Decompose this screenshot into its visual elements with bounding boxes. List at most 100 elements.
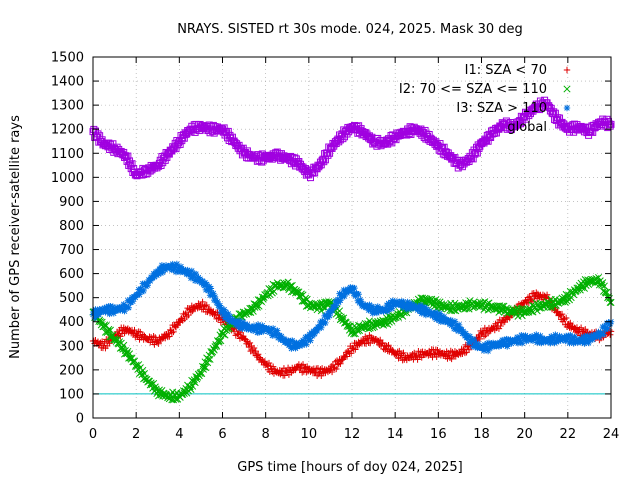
data-point — [440, 143, 448, 151]
x-tick-label: 12 — [344, 427, 361, 442]
data-point — [440, 318, 447, 325]
x-tick-label: 18 — [473, 427, 490, 442]
data-point — [217, 337, 225, 345]
data-point — [198, 370, 206, 378]
data-point — [473, 340, 480, 347]
data-point — [562, 314, 570, 322]
data-point — [535, 335, 542, 342]
data-point — [221, 331, 229, 339]
data-point — [518, 339, 526, 347]
data-point — [215, 315, 222, 322]
legend-marker-1 — [563, 66, 571, 74]
data-point — [233, 140, 241, 148]
data-point — [403, 306, 410, 313]
data-point — [350, 330, 358, 338]
data-point — [132, 294, 139, 301]
y-tick-label: 200 — [59, 363, 84, 378]
data-point — [546, 303, 554, 311]
data-point — [211, 343, 219, 351]
data-point — [462, 330, 469, 337]
data-point — [598, 281, 606, 289]
data-point — [95, 311, 103, 318]
data-point — [94, 130, 102, 138]
data-point — [238, 321, 245, 328]
data-point — [328, 368, 336, 376]
series-4 — [89, 96, 615, 182]
data-point — [236, 324, 244, 332]
data-point — [311, 330, 318, 338]
data-point — [558, 310, 566, 318]
data-point — [272, 327, 279, 335]
data-point — [265, 325, 273, 332]
data-point — [202, 286, 210, 294]
data-point — [269, 325, 277, 332]
data-point — [210, 290, 217, 297]
data-point — [341, 292, 348, 300]
data-point — [471, 343, 479, 350]
data-point — [125, 354, 133, 362]
data-point — [455, 321, 463, 329]
data-point — [420, 307, 427, 314]
data-point — [552, 331, 559, 338]
y-tick-label: 500 — [59, 291, 84, 306]
data-point — [138, 288, 146, 295]
data-point — [270, 332, 278, 339]
data-point — [280, 335, 288, 343]
data-point — [192, 270, 200, 278]
data-point — [581, 340, 588, 347]
data-point — [324, 151, 332, 159]
data-point — [567, 319, 574, 327]
data-point — [177, 263, 185, 270]
data-point — [448, 322, 455, 329]
data-point — [328, 307, 336, 315]
data-point — [335, 307, 344, 315]
data-point — [483, 345, 490, 352]
y-tick-label: 1000 — [51, 171, 84, 186]
data-point — [603, 320, 611, 327]
data-point — [321, 312, 328, 320]
data-point — [206, 355, 214, 363]
data-point — [173, 260, 181, 268]
data-point — [134, 332, 142, 339]
data-point — [174, 268, 181, 275]
data-point — [423, 306, 430, 313]
data-point — [155, 386, 163, 394]
data-point — [574, 286, 582, 294]
data-point — [567, 338, 575, 345]
data-point — [155, 340, 162, 347]
axis-ticks: 0 2 4 6 8 10 12 14 16 18 20 22 240100200300400500600… — [51, 51, 619, 443]
data-point — [255, 302, 263, 310]
data-point — [140, 369, 149, 378]
data-point — [539, 301, 547, 309]
x-axis-label: GPS time [hours of doy 024, 2025] — [237, 460, 462, 475]
data-point — [334, 296, 342, 303]
data-point — [471, 150, 479, 158]
data-point — [426, 350, 434, 357]
data-point — [418, 310, 425, 317]
data-point — [255, 329, 263, 336]
data-point — [222, 309, 230, 316]
data-point — [302, 334, 309, 341]
data-point — [150, 379, 158, 388]
data-point — [128, 294, 136, 301]
data-point — [211, 293, 219, 301]
data-point — [128, 160, 136, 168]
data-point — [124, 152, 132, 160]
data-point — [254, 321, 262, 328]
data-point — [585, 339, 592, 347]
data-point — [259, 328, 267, 335]
data-point — [600, 282, 608, 290]
data-point — [476, 335, 484, 343]
data-point — [500, 337, 508, 344]
data-point — [174, 141, 182, 149]
data-point — [325, 308, 332, 315]
data-point — [91, 314, 98, 322]
data-point — [299, 337, 307, 344]
data-point — [157, 265, 164, 273]
data-point — [235, 317, 243, 324]
y-tick-label: 0 — [76, 412, 84, 427]
data-point — [159, 269, 166, 276]
data-point — [484, 347, 492, 355]
data-point — [289, 343, 297, 350]
